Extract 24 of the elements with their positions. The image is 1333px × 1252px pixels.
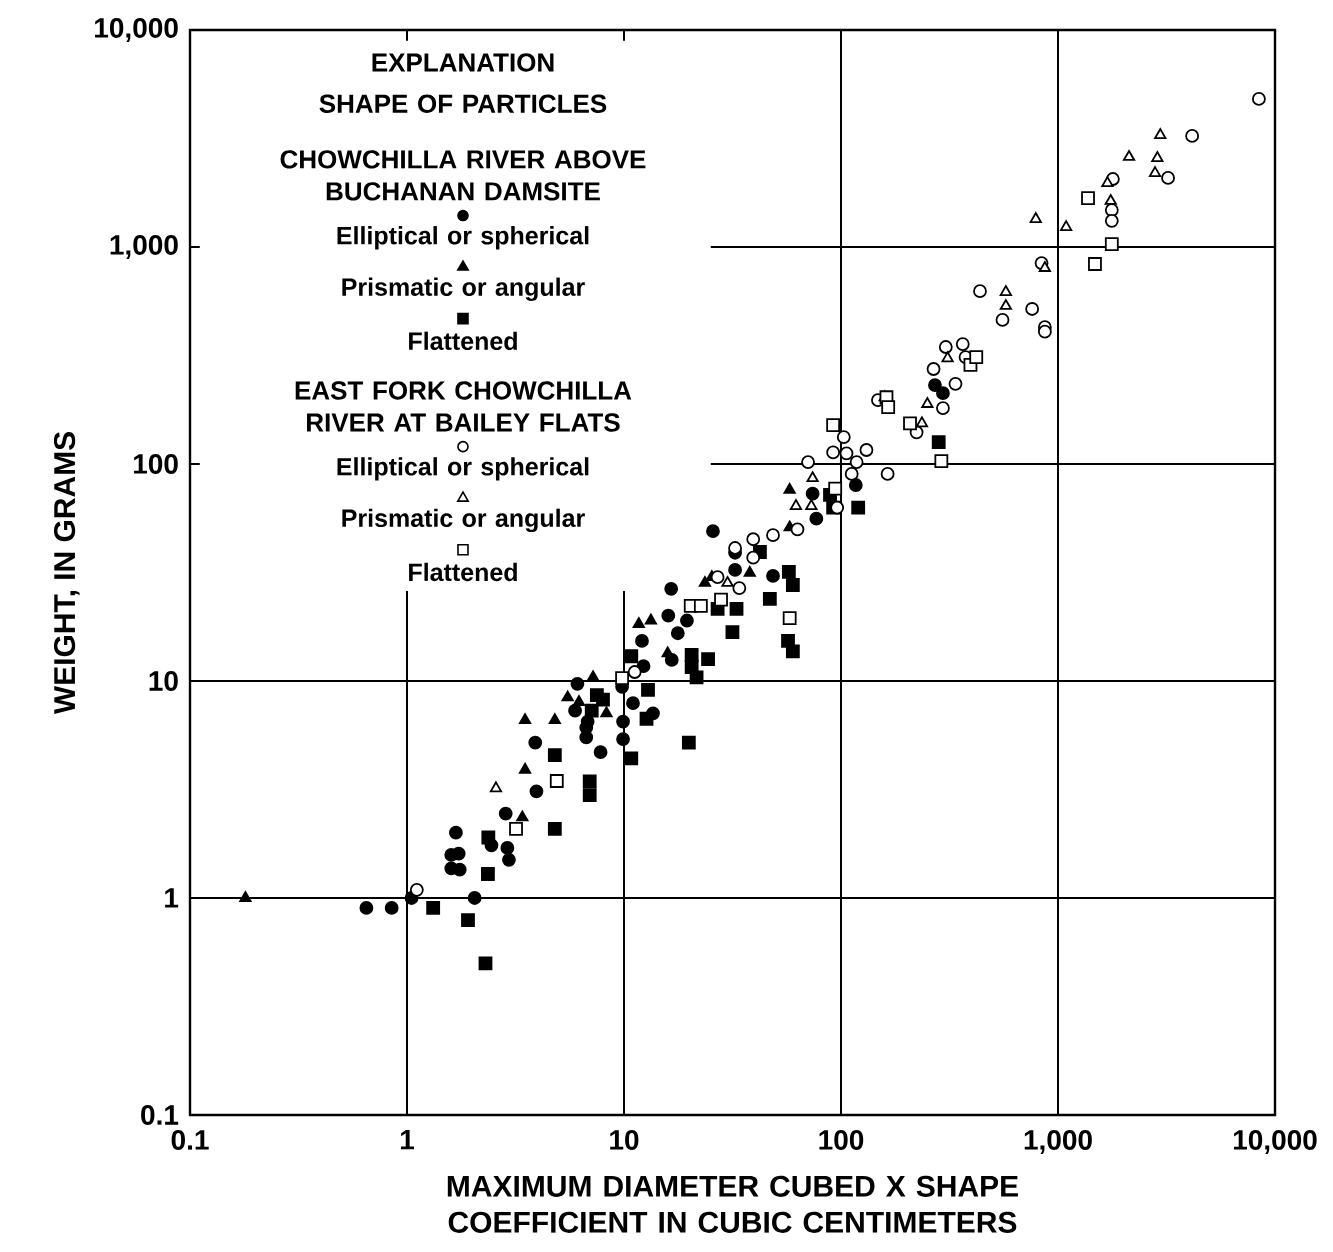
legend-label: Flattened <box>409 331 517 351</box>
y-tick-label: 10,000 <box>95 18 178 42</box>
x-tick-label: 1,000 <box>1024 1130 1092 1154</box>
legend-label: Elliptical or spherical <box>337 226 589 250</box>
legend-label: Prismatic or angular <box>342 508 585 533</box>
annotation: EAST FORK CHOWCHILLA RIVER AT BAILEY FLATS <box>295 381 632 432</box>
x-tick-label: 0.1 <box>171 1130 209 1150</box>
legend-title: EXPLANATION <box>372 53 554 72</box>
legend-label: Elliptical or spherical <box>337 457 589 481</box>
y-tick-label: 1,000 <box>110 235 178 259</box>
annotation: CHOWCHILLA RIVER ABOVE BUCHANAN DAMSITE <box>280 150 646 201</box>
x-tick-label: 1 <box>400 1130 415 1150</box>
annotation: SHAPE OF PARTICLES <box>319 94 607 113</box>
legend-label: Prismatic or angular <box>342 277 585 302</box>
y-tick-label: 10 <box>149 671 178 691</box>
y-tick-label: 0.1 <box>141 1105 179 1125</box>
x-axis-title: MAXIMUM DIAMETER CUBED X SHAPE COEFFICIENT IN CUBIC CENTIMETERS <box>447 1175 1018 1233</box>
y-tick-label: 100 <box>133 454 178 474</box>
x-tick-label: 10,000 <box>1233 1130 1317 1154</box>
x-tick-label: 100 <box>819 1130 864 1150</box>
x-tick-label: 10 <box>610 1130 639 1150</box>
legend-label: Flattened <box>409 562 517 582</box>
y-axis-title: WEIGHT, IN GRAMS <box>53 432 80 715</box>
y-tick-label: 1 <box>165 888 179 908</box>
